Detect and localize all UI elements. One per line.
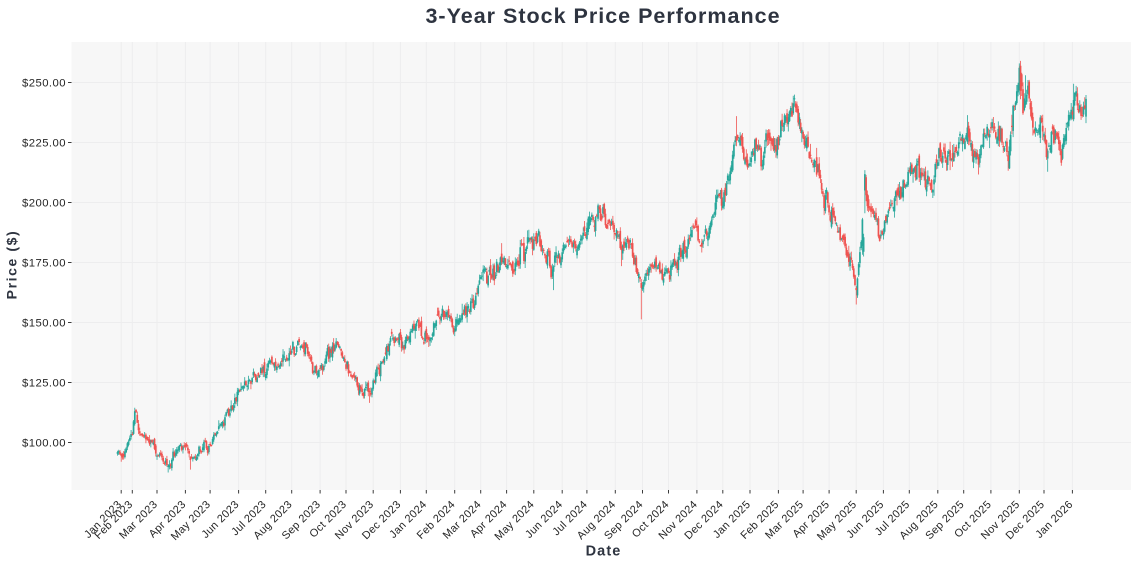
- svg-text:$100.00: $100.00: [22, 438, 66, 450]
- svg-text:$150.00: $150.00: [22, 318, 66, 330]
- svg-text:$125.00: $125.00: [22, 378, 66, 390]
- svg-text:$175.00: $175.00: [22, 258, 66, 270]
- svg-text:$200.00: $200.00: [22, 198, 66, 210]
- svg-text:$250.00: $250.00: [22, 78, 66, 90]
- svg-text:3-Year Stock Price Performance: 3-Year Stock Price Performance: [425, 4, 780, 28]
- svg-text:Price ($): Price ($): [4, 230, 20, 300]
- svg-text:$225.00: $225.00: [22, 138, 66, 150]
- svg-text:Date: Date: [586, 544, 622, 560]
